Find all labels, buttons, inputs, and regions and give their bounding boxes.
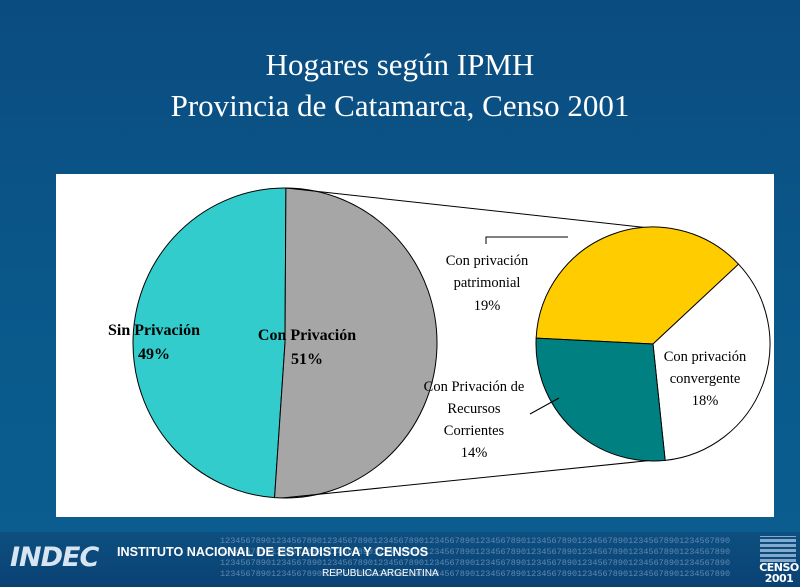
connector-line-bottom: [281, 459, 656, 499]
label-sin-privacion: Sin Privación: [108, 322, 200, 339]
footer-bar: 1234567890123456789012345678901234567890…: [0, 532, 800, 587]
title-line-2: Provincia de Catamarca, Censo 2001: [170, 88, 630, 123]
breakdown-slice-con-privacion-patrimonial: [535, 226, 740, 345]
censo-logo-graphic: [760, 536, 796, 562]
connector-lines: [281, 187, 669, 499]
breakdown-pie: [535, 226, 771, 462]
value-con-privacion: 51%: [291, 351, 323, 368]
main-pie: [132, 187, 438, 499]
label-recursos-2: Recursos: [447, 401, 501, 417]
value-recursos: 14%: [461, 445, 488, 461]
institution-name: INSTITUTO NACIONAL DE ESTADISTICA Y CENS…: [117, 545, 429, 559]
indec-logo: INDEC: [10, 542, 99, 573]
censo-2001-logo: CENSO 2001: [758, 534, 800, 587]
leader-line-patrimonial: [485, 236, 568, 244]
connector-line-top: [285, 187, 669, 231]
label-patrimonial: Con privación: [446, 253, 529, 269]
value-patrimonial: 19%: [474, 298, 501, 314]
leader-line-recursos: [529, 397, 560, 415]
page-title: Hogares según IPMH Provincia de Catamarc…: [0, 44, 800, 126]
label-patrimonial-2: patrimonial: [454, 275, 521, 291]
chart-panel: Sin Privación 49% Con Privación 51% Con …: [56, 174, 774, 517]
label-recursos: Con Privación de: [424, 379, 525, 395]
label-convergente-2: convergente: [670, 371, 741, 387]
breakdown-slice-con-privacion-de-recursos-corrientes: [535, 337, 666, 462]
title-line-1: Hogares según IPMH: [265, 47, 535, 82]
pie-slice-sin-privacion: [132, 187, 287, 499]
breakdown-slice-con-privacion-convergente: [652, 263, 771, 461]
label-recursos-3: Corrientes: [444, 423, 505, 439]
country-name: REPUBLICA ARGENTINA: [322, 568, 439, 579]
censo-word: CENSO: [759, 561, 799, 574]
label-convergente: Con privación: [664, 349, 747, 365]
value-convergente: 18%: [692, 393, 719, 409]
footer-digit-pattern: 1234567890123456789012345678901234567890…: [220, 536, 731, 579]
label-con-privacion: Con Privación: [258, 327, 356, 344]
pie-of-pie-chart: Sin Privación 49% Con Privación 51% Con …: [108, 187, 771, 499]
censo-year: 2001: [764, 572, 794, 585]
value-sin-privacion: 49%: [138, 346, 170, 363]
pie-slice-con-privacion: [274, 187, 438, 499]
